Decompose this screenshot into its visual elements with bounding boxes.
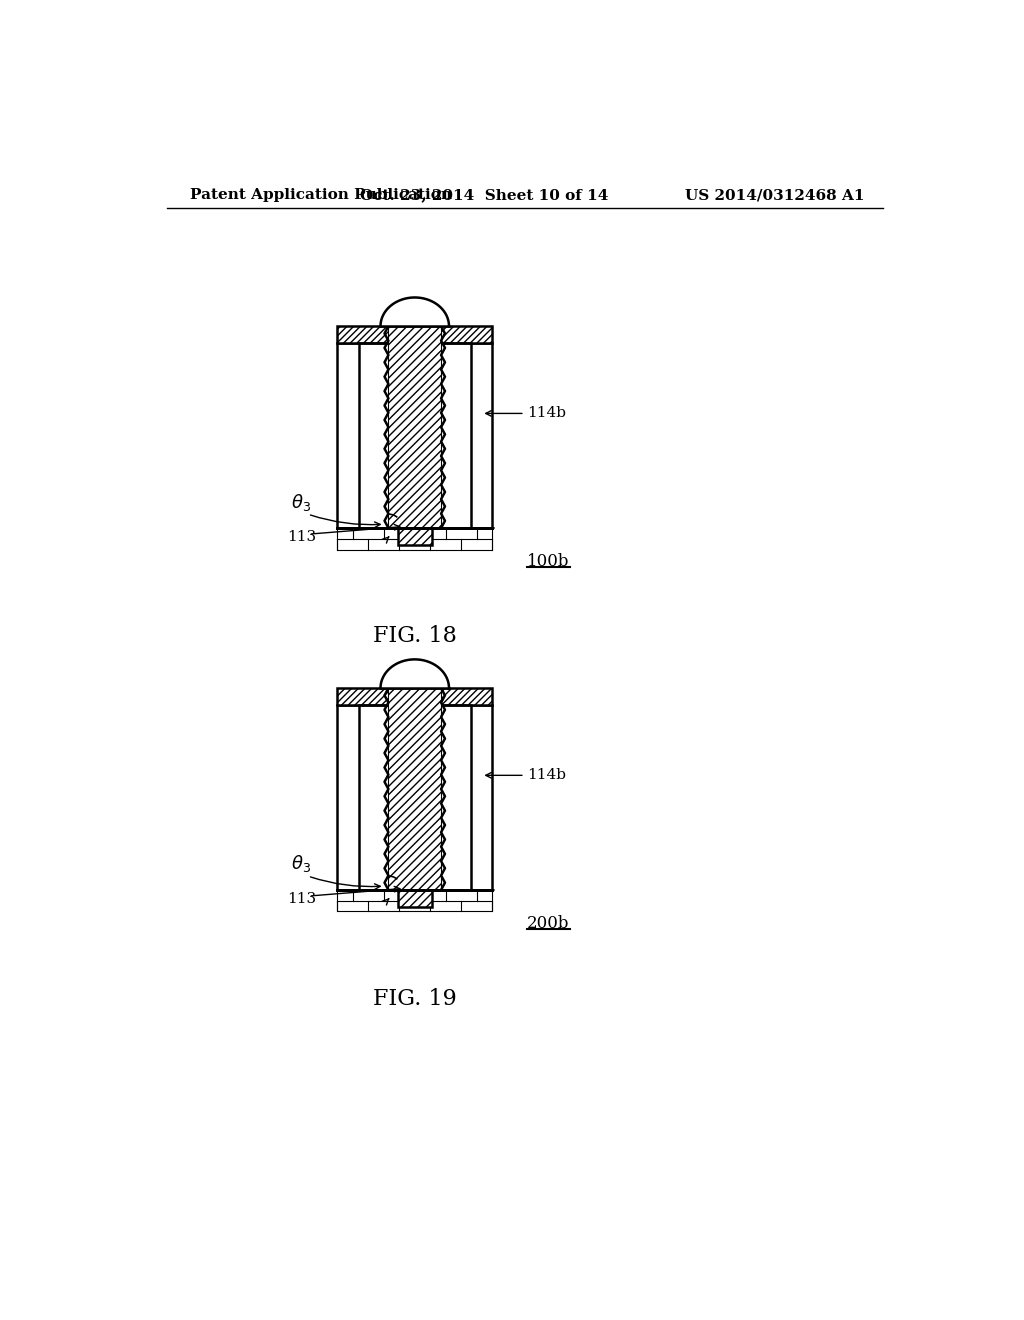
Bar <box>397 890 432 907</box>
Text: 200b: 200b <box>527 915 569 932</box>
Text: 113: 113 <box>287 892 316 906</box>
Bar <box>388 326 441 528</box>
Bar <box>337 528 493 549</box>
Bar <box>337 326 493 343</box>
Bar <box>397 528 432 545</box>
Text: FIG. 18: FIG. 18 <box>373 624 457 647</box>
Polygon shape <box>381 297 449 326</box>
Bar <box>337 343 359 528</box>
Bar <box>359 343 471 528</box>
Text: 114b: 114b <box>527 768 566 783</box>
Bar <box>388 688 441 890</box>
Text: 114b: 114b <box>527 407 566 421</box>
Bar <box>337 688 493 705</box>
Text: US 2014/0312468 A1: US 2014/0312468 A1 <box>685 189 864 202</box>
Text: 113: 113 <box>287 531 316 544</box>
Text: Patent Application Publication: Patent Application Publication <box>190 189 452 202</box>
Bar <box>337 705 359 890</box>
Polygon shape <box>381 660 449 688</box>
Text: Oct. 23, 2014  Sheet 10 of 14: Oct. 23, 2014 Sheet 10 of 14 <box>360 189 608 202</box>
Text: FIG. 19: FIG. 19 <box>373 989 457 1010</box>
Bar <box>471 343 493 528</box>
Bar <box>359 705 471 890</box>
Text: 100b: 100b <box>527 553 569 570</box>
Bar <box>388 688 441 890</box>
Text: $\theta_3$: $\theta_3$ <box>291 491 310 512</box>
Bar <box>337 890 493 911</box>
Bar <box>471 705 493 890</box>
Bar <box>388 326 441 528</box>
Text: $\theta_3$: $\theta_3$ <box>291 854 310 875</box>
